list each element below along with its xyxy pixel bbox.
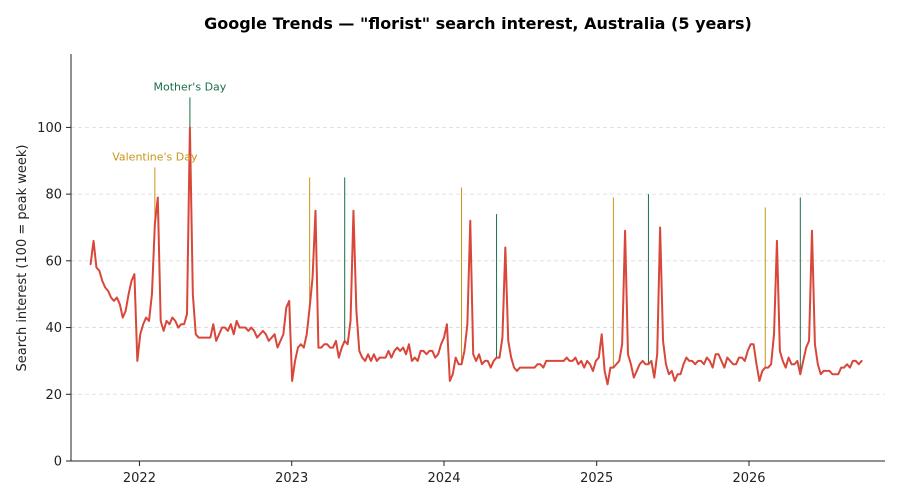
y-axis-label: Search interest (100 = peak week) [15, 145, 30, 372]
x-tick-label: 2023 [275, 471, 308, 486]
annotations: Valentine's Day Mother's Day [112, 80, 227, 163]
y-tick-label: 100 [37, 121, 62, 136]
x-tick-label: 2024 [427, 471, 460, 486]
axes: 0 20 40 60 80 100 2022 2023 2024 2025 2026 [37, 54, 885, 486]
y-tick-label: 0 [54, 455, 62, 470]
x-tick-label: 2022 [123, 471, 156, 486]
x-tick-label: 2025 [580, 471, 613, 486]
x-tick-label: 2026 [732, 471, 765, 486]
annotation-mothers: Mother's Day [154, 80, 227, 93]
grid [71, 126, 885, 395]
y-tick-label: 20 [45, 388, 62, 403]
event-markers [154, 97, 801, 375]
y-tick-label: 80 [45, 188, 62, 203]
series-line [89, 126, 863, 386]
y-tick-label: 60 [45, 254, 62, 269]
chart-title: Google Trends — "florist" search interes… [204, 14, 752, 33]
series-layer [89, 126, 863, 386]
y-tick-label: 40 [45, 321, 62, 336]
annotation-valentines: Valentine's Day [112, 150, 198, 163]
